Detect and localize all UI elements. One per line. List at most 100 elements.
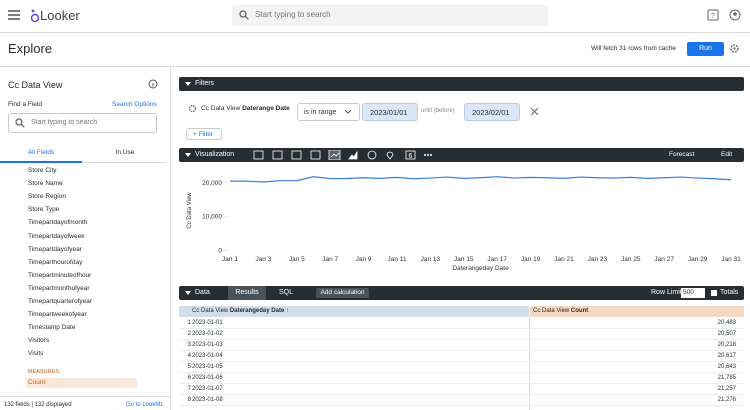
- cell-count: 21,257: [717, 386, 736, 392]
- row-index: 4: [187, 353, 191, 359]
- dropdown-caret: [345, 110, 351, 114]
- section-title: Data: [195, 289, 210, 296]
- column-name: Daterangeday Date: [229, 308, 285, 314]
- search-options[interactable]: Search Options: [112, 101, 157, 108]
- dimension-header[interactable]: [179, 306, 529, 317]
- remove-filter[interactable]: [531, 108, 538, 115]
- table-row: 4 2023-01-04 20,617: [179, 351, 744, 362]
- cell-date: 2023-01-03: [192, 342, 223, 348]
- svg-text:?: ?: [711, 13, 715, 20]
- column-prefix: Cc Data View: [192, 308, 229, 314]
- cell-date: 2023-01-06: [192, 375, 223, 381]
- date: 2023/01/01: [370, 108, 408, 117]
- field-item: Timepartweekofyear: [28, 311, 87, 319]
- svg-text:6: 6: [409, 153, 413, 160]
- column-name: Count: [570, 308, 589, 314]
- filters-bar[interactable]: Filters: [179, 77, 744, 91]
- y-tick-label: 10,000: [202, 214, 222, 221]
- cell-count: 20,218: [717, 342, 736, 348]
- field-name: Daterange Date: [242, 105, 290, 112]
- totals-checkbox[interactable]: [711, 290, 717, 296]
- data-bar[interactable]: Data Results SQL Add calculation Row Lim…: [179, 286, 744, 300]
- row-index: 2: [187, 331, 191, 337]
- measure-highlight: [26, 378, 137, 388]
- table-row: 6 2023-01-06 21,785: [179, 373, 744, 384]
- x-tick-label: Jan 3: [255, 256, 271, 263]
- add-filter[interactable]: + Filter: [186, 128, 222, 140]
- row-index: 3: [187, 342, 191, 348]
- run-button[interactable]: Run: [687, 42, 724, 56]
- cell-date: 2023-01-08: [192, 397, 223, 403]
- table-row: 8 2023-01-08 21,276: [179, 395, 744, 406]
- tab-all-fields[interactable]: All Fields: [27, 149, 55, 156]
- section-title: Filters: [195, 80, 215, 87]
- row-index: 7: [187, 386, 191, 392]
- field-item: Store Name: [28, 180, 63, 188]
- section-title: Visualization: [195, 151, 235, 158]
- field-count: 132 fields | 132 displayed: [4, 402, 72, 408]
- settings-icon[interactable]: [729, 43, 740, 54]
- operator: is in range: [304, 109, 337, 116]
- field-item: Timepartdayofweek: [28, 232, 85, 240]
- measures-label: MEASURES: [28, 369, 59, 375]
- date-from[interactable]: 2023/01/01: [362, 103, 418, 121]
- row-index: 5: [187, 364, 191, 370]
- field-item: Timepartdayofmonth: [28, 219, 88, 227]
- help-icon[interactable]: ?: [707, 9, 719, 21]
- cell-date: 2023-01-01: [192, 320, 223, 326]
- edit-button[interactable]: Edit: [721, 151, 733, 158]
- x-tick-label: Jan 19: [521, 256, 541, 263]
- logo[interactable]: Looker: [40, 8, 80, 23]
- table-row: 2 2023-01-02 20,507: [179, 329, 744, 340]
- tab-in-use[interactable]: In Use: [115, 149, 135, 156]
- cache-note: Will fetch 31 rows from cache: [591, 45, 676, 52]
- divider: [0, 396, 170, 397]
- search-placeholder: Start typing to search: [31, 119, 98, 126]
- field-prefix: Cc Data View: [201, 105, 241, 112]
- visualization-bar[interactable]: Visualization 6 Forecast Edit: [179, 148, 744, 162]
- find-label: Find a Field: [8, 101, 42, 108]
- cell-date: 2023-01-07: [192, 386, 223, 392]
- field-item: Timeparthourofday: [28, 258, 83, 266]
- x-axis-label: Daterangeday Date: [452, 265, 509, 272]
- field-search[interactable]: [8, 113, 157, 133]
- add-calculation[interactable]: Add calculation: [316, 288, 369, 298]
- row-limit-input[interactable]: 500: [681, 288, 705, 298]
- user-icon[interactable]: [729, 9, 741, 21]
- filter-gear[interactable]: [188, 104, 197, 113]
- field-item: Store Region: [28, 193, 66, 201]
- info-icon[interactable]: [148, 79, 158, 89]
- results-tab[interactable]: Results: [228, 286, 266, 300]
- row-index: 1: [187, 320, 191, 326]
- field-item: Visits: [28, 350, 44, 358]
- global-search[interactable]: [232, 5, 548, 26]
- table-row: 3 2023-01-03 20,218: [179, 340, 744, 351]
- date: 2023/02/01: [472, 108, 510, 117]
- column-divider: [529, 317, 530, 410]
- x-tick-label: Jan 9: [356, 256, 372, 263]
- search-icon: [239, 10, 249, 20]
- x-tick-label: Jan 5: [289, 256, 305, 263]
- cell-count: 21,276: [717, 397, 736, 403]
- field-item: Timestamp Date: [28, 324, 76, 332]
- cell-date: 2023-01-05: [192, 364, 223, 370]
- operator-select[interactable]: is in range: [297, 103, 360, 121]
- chart-type-icons[interactable]: 6: [253, 150, 433, 160]
- measure-header[interactable]: [530, 306, 744, 317]
- divider: [0, 66, 750, 67]
- search-icon: [15, 118, 25, 128]
- row-index: 8: [187, 397, 191, 403]
- row-index: 6: [187, 375, 191, 381]
- cell-count: 20,483: [717, 320, 736, 326]
- cell-count: 21,785: [717, 375, 736, 381]
- sql-tab[interactable]: SQL: [279, 289, 294, 296]
- x-tick-label: Jan 11: [387, 256, 406, 263]
- field-item: Visitors: [28, 337, 50, 345]
- menu-icon[interactable]: [8, 10, 20, 20]
- forecast-button[interactable]: Forecast: [669, 151, 695, 158]
- cell-count: 20,507: [717, 331, 736, 337]
- date-to[interactable]: 2023/02/01: [464, 103, 520, 121]
- x-tick-label: Jan 31: [721, 256, 741, 263]
- lookml-link[interactable]: Go to LookML: [126, 402, 164, 408]
- y-axis-label: Cc Data View: [187, 192, 193, 229]
